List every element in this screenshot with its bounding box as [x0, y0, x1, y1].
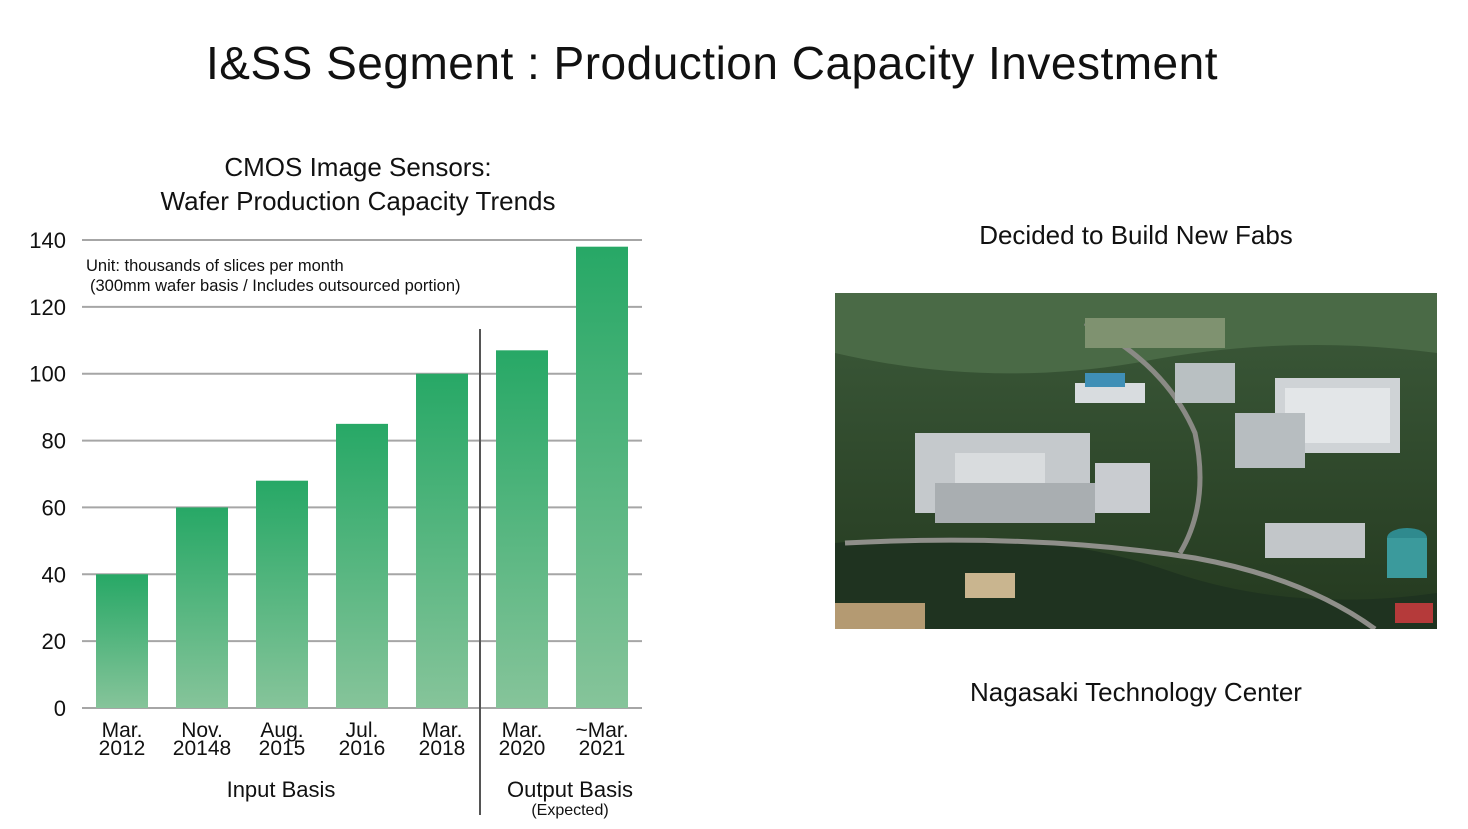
- bar: [336, 423, 388, 708]
- bar: [176, 507, 228, 708]
- x-tick-label: 2020: [499, 737, 546, 760]
- y-tick-label: 140: [29, 228, 66, 253]
- x-tick-label: Mar.: [502, 719, 543, 742]
- x-tick-label: 2015: [259, 737, 306, 760]
- y-tick-label: 60: [42, 495, 66, 520]
- x-tick-label: 2016: [339, 737, 386, 760]
- page-title: I&SS Segment : Production Capacity Inves…: [206, 37, 1218, 89]
- photo-caption: Nagasaki Technology Center: [970, 677, 1302, 707]
- y-axis-ticks: 0 20 40 60 80 100 120 140: [29, 228, 66, 721]
- bar: [496, 350, 548, 708]
- x-tick-label: Jul.: [346, 719, 379, 742]
- y-tick-label: 0: [54, 696, 66, 721]
- bar: [576, 246, 628, 708]
- unit-label-line-2: (300mm wafer basis / Includes outsourced…: [90, 277, 461, 295]
- unit-label-line-1: Unit: thousands of slices per month: [86, 257, 344, 275]
- aerial-photo-nagasaki: [835, 293, 1437, 629]
- group-label-output-basis-sub: (Expected): [531, 802, 608, 819]
- x-tick-label: 2021: [579, 737, 626, 760]
- x-tick-label: Nov.: [181, 719, 223, 742]
- group-label-input-basis: Input Basis: [227, 777, 336, 802]
- bar: [416, 373, 468, 708]
- x-tick-label: Aug.: [260, 719, 303, 742]
- x-tick-label: 20148: [173, 737, 231, 760]
- y-tick-label: 80: [42, 429, 66, 454]
- chart-title-line-1: CMOS Image Sensors:: [224, 152, 492, 182]
- chart-title-line-2: Wafer Production Capacity Trends: [160, 186, 556, 216]
- bar: [96, 574, 148, 708]
- x-axis-labels: Mar.2012Nov.20148Aug.2015Jul.2016Mar.201…: [99, 719, 629, 760]
- x-tick-label: 2012: [99, 737, 146, 760]
- photo-heading: Decided to Build New Fabs: [979, 220, 1293, 250]
- y-tick-label: 20: [42, 629, 66, 654]
- group-label-output-basis: Output Basis: [507, 777, 633, 802]
- x-tick-label: Mar.: [422, 719, 463, 742]
- bar: [256, 480, 308, 708]
- y-tick-label: 100: [29, 362, 66, 387]
- x-tick-label: Mar.: [102, 719, 143, 742]
- x-tick-label: ~Mar.: [575, 719, 628, 742]
- y-tick-label: 120: [29, 295, 66, 320]
- x-tick-label: 2018: [419, 737, 466, 760]
- y-tick-label: 40: [42, 562, 66, 587]
- chart-title: CMOS Image Sensors: Wafer Production Cap…: [88, 150, 628, 218]
- bars: [96, 246, 628, 708]
